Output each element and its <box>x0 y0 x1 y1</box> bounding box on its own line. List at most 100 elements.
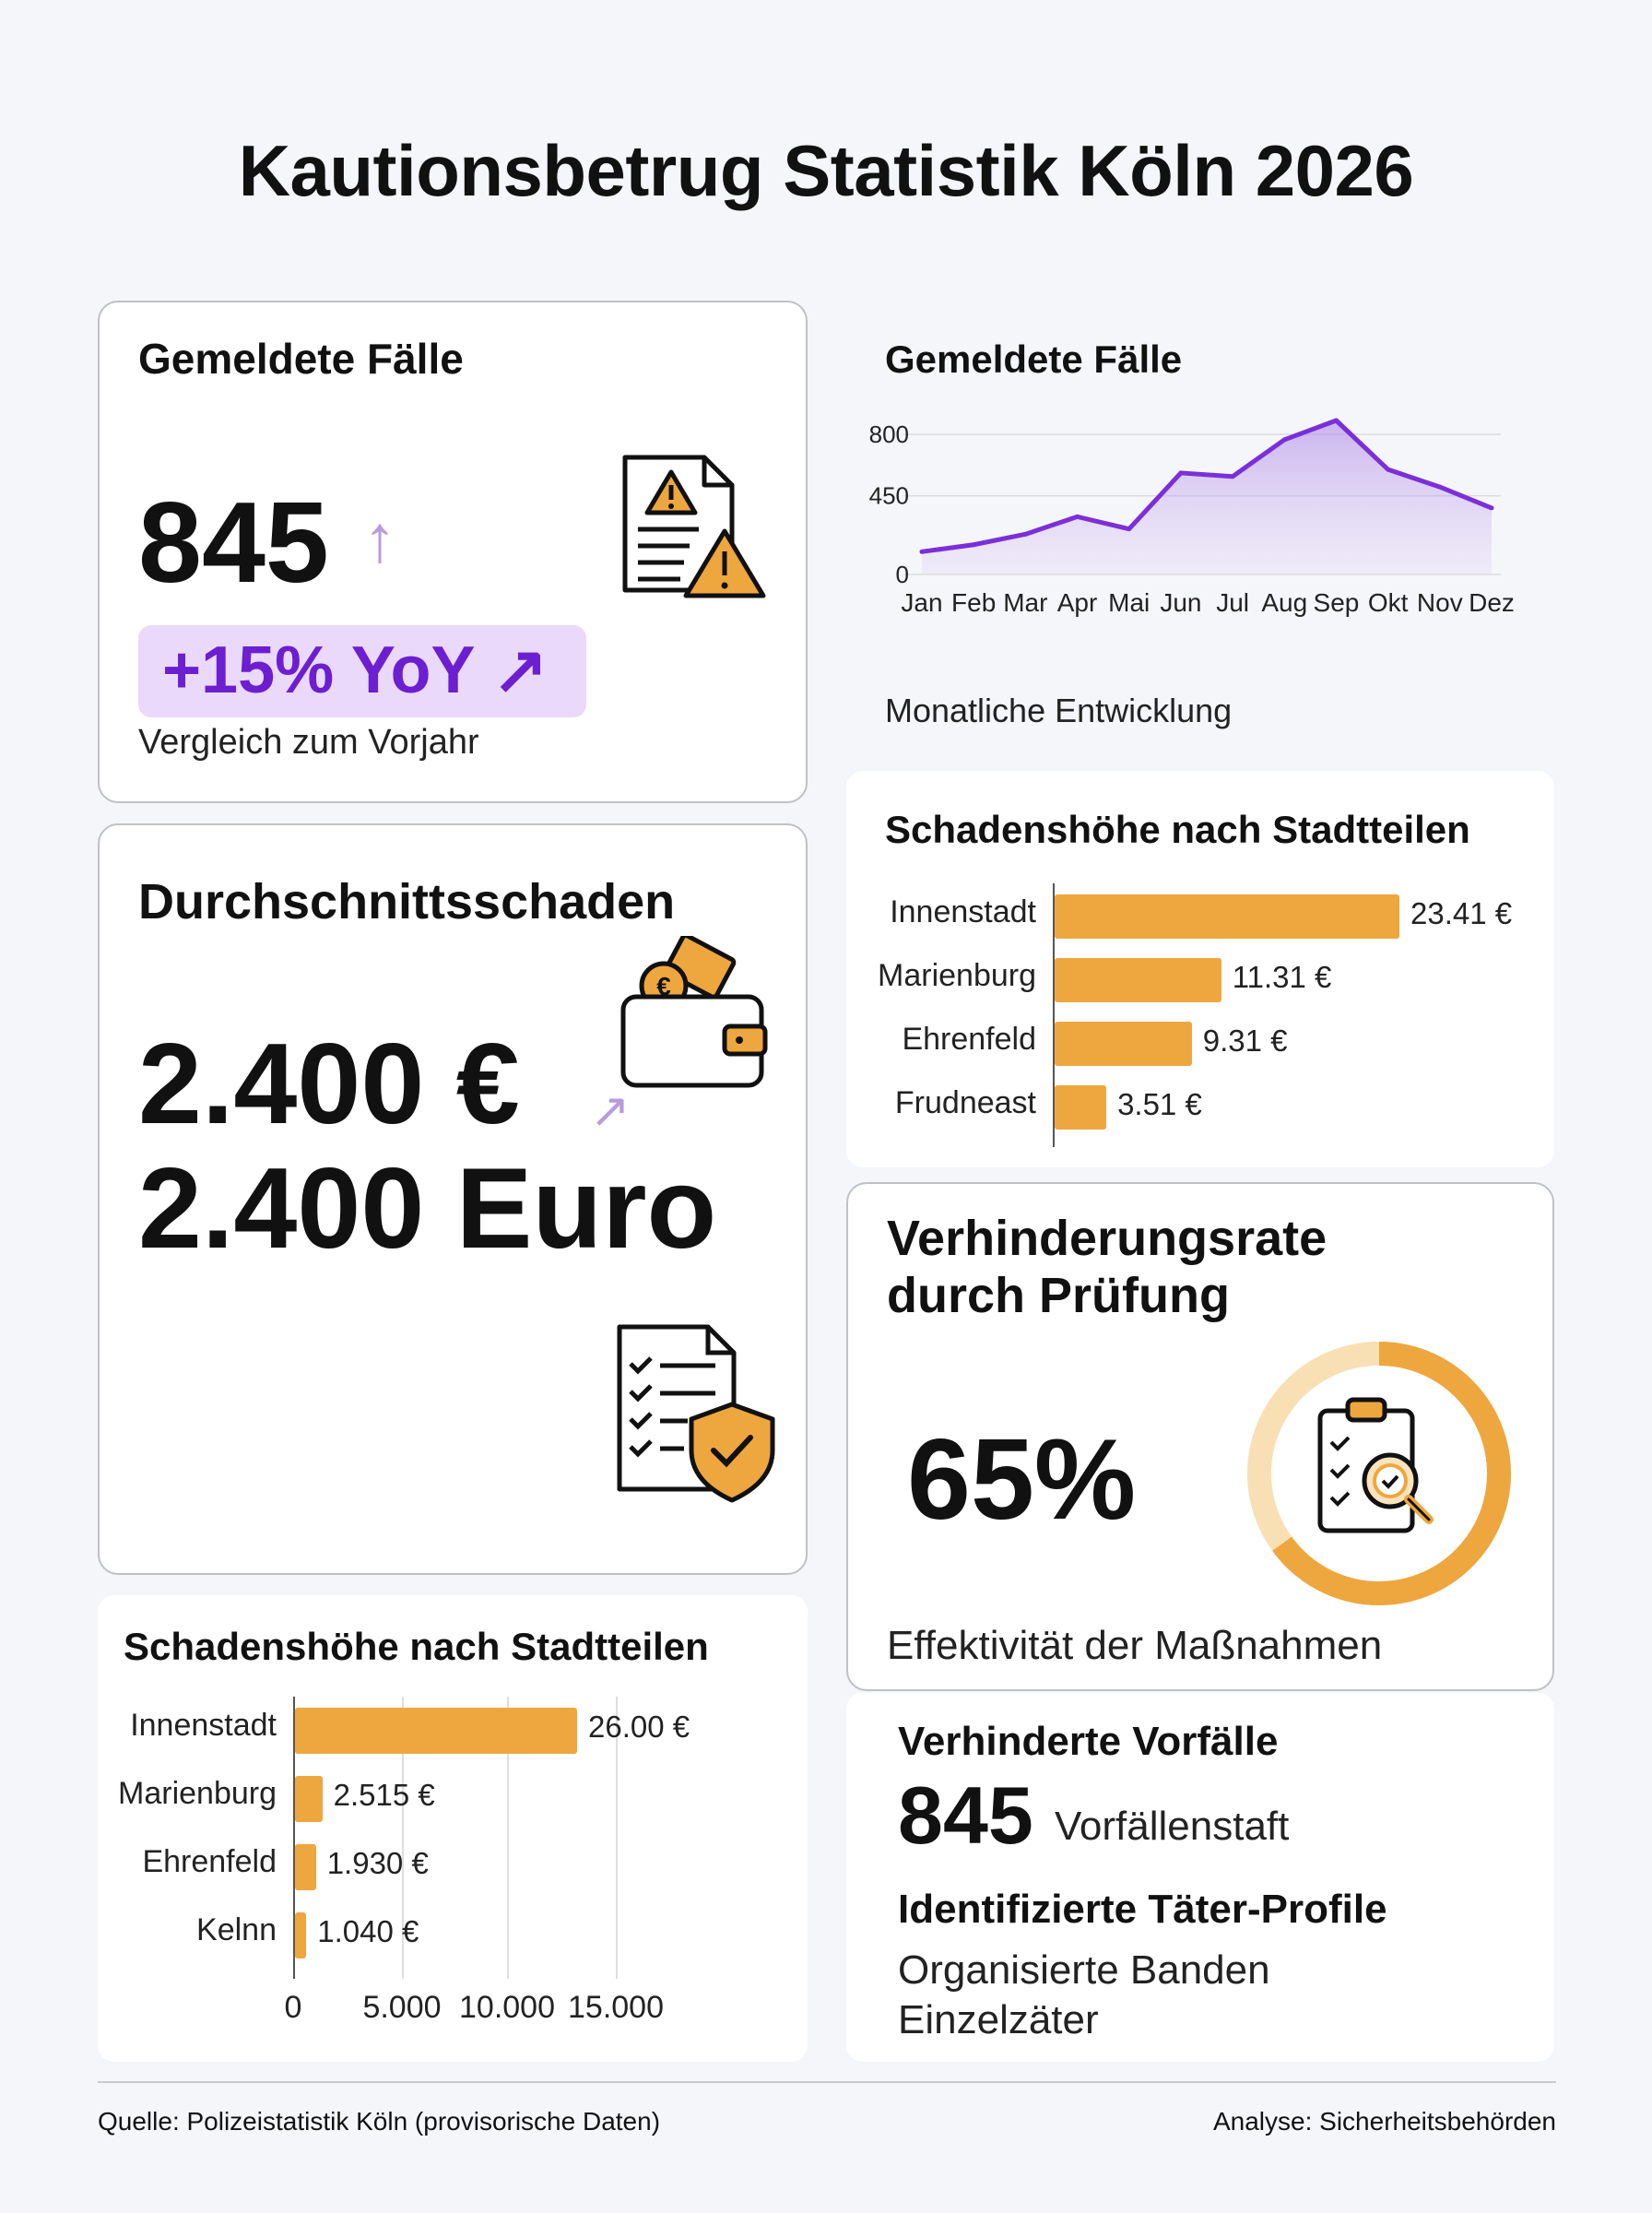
x-tick-label: Jan <box>901 588 942 617</box>
grid-line <box>507 1697 509 1979</box>
bar <box>295 1708 577 1754</box>
prevention-donut <box>1247 1342 1511 1605</box>
profiles-heading: Identifizierte Täter-Profile <box>898 1887 1387 1932</box>
x-tick-label: 0 <box>284 1990 302 2025</box>
line-point <box>1333 418 1339 423</box>
x-tick-label: Nov <box>1417 588 1463 617</box>
diagonal-arrow-icon: ↗ <box>590 1084 631 1138</box>
line-chart-heading: Gemeldete Fälle <box>885 337 1183 381</box>
bar-axis <box>1053 883 1055 1147</box>
bar <box>1055 958 1221 1002</box>
prevented-value: 845 <box>898 1769 1033 1861</box>
bar-category-label: Innenstadt <box>130 1708 277 1743</box>
bar-category-label: Marienburg <box>878 958 1036 993</box>
up-arrow-icon: ↑ <box>363 503 396 576</box>
bar-category-label: Innenstadt <box>890 894 1036 929</box>
line-point <box>1281 437 1287 443</box>
prevented-value-suffix: Vorfällenstaft <box>1055 1804 1290 1849</box>
footer-analysis: Analyse: Sicherheitsbehörden <box>1212 2107 1556 2136</box>
bar-value-label: 1.930 € <box>326 1846 429 1880</box>
profile-item: Organisierte Banden <box>898 1947 1270 1993</box>
line-point <box>971 542 976 548</box>
x-tick-label: Mai <box>1108 588 1150 617</box>
donut-arc <box>1247 1342 1511 1605</box>
footer-source: Quelle: Polizeistatistik Köln (provisori… <box>98 2107 661 2136</box>
x-tick-label: Sep <box>1314 588 1360 617</box>
y-tick-label: 0 <box>896 561 909 588</box>
line-point <box>1386 467 1391 472</box>
x-tick-label: Mar <box>1003 588 1047 617</box>
line-chart-panel: Gemeldete Fälle 800 450 0 Jan Feb Mar Apr Mai Ju… <box>846 301 1556 752</box>
bars-bottom-panel: Schadenshöhe nach Stadtteilen Innenstadt… <box>98 1595 808 2062</box>
prevented-heading: Verhinderte Vorfälle <box>898 1719 1279 1764</box>
bar <box>295 1776 323 1822</box>
wallet-icon: € <box>620 936 768 1088</box>
bar <box>1055 1022 1192 1066</box>
cases-heading: Gemeldete Fälle <box>138 335 464 383</box>
y-tick-label: 800 <box>869 420 909 448</box>
bar-value-label: 1.040 € <box>317 1914 419 1948</box>
grid-line <box>402 1697 404 1979</box>
average-damage-value-eur: 2.400 € <box>138 1021 520 1148</box>
prevention-heading-line1: Verhinderungsrate <box>887 1211 1328 1266</box>
x-tick-label: Aug <box>1261 588 1307 617</box>
line-area <box>922 420 1492 574</box>
bar-value-label: 3.51 € <box>1117 1087 1202 1121</box>
bars-bottom-chart: Innenstadt 26.00 € Marienburg 2.515 € Ehrenf… <box>98 1595 808 2062</box>
line-point <box>1230 474 1235 479</box>
bar-value-label: 11.31 € <box>1232 960 1332 994</box>
line-point <box>1127 527 1132 532</box>
bar-category-label: Frudneast <box>894 1085 1036 1120</box>
average-damage-heading: Durchschnittsschaden <box>138 874 676 929</box>
bar-value-label: 2.515 € <box>333 1778 435 1812</box>
footer-divider <box>98 2081 1556 2083</box>
x-tick-label: Okt <box>1368 588 1409 617</box>
clipboard-magnifier-icon <box>1317 1397 1434 1533</box>
svg-text:€: € <box>656 972 671 1000</box>
bars-top-heading: Schadenshöhe nach Stadtteilen <box>885 808 1470 851</box>
yoy-badge: +15% YoY ↗ <box>138 625 586 717</box>
bars-top-panel: Schadenshöhe nach Stadtteilen Innenstadt… <box>846 771 1554 1167</box>
x-tick-label: Apr <box>1057 588 1098 617</box>
page-title: Kautionsbetrug Statistik Köln 2026 <box>238 130 1414 211</box>
grid-line <box>616 1697 618 1979</box>
x-tick-label: 5.000 <box>362 1990 442 2025</box>
x-tick-label: 10.000 <box>459 1990 555 2025</box>
bar-value-label: 23.41 € <box>1410 896 1513 930</box>
bar <box>295 1912 307 1959</box>
bar-category-label: Kelnn <box>196 1912 277 1947</box>
line-point <box>1437 484 1443 490</box>
x-tick-label: Dez <box>1469 588 1515 617</box>
checklist-shield-icon <box>617 1324 775 1503</box>
bar <box>1055 894 1399 939</box>
bar-category-label: Marienburg <box>118 1776 277 1811</box>
bar-value-label: 26.00 € <box>588 1710 690 1744</box>
bar-axis <box>293 1697 295 1979</box>
x-tick-label: Feb <box>951 588 996 617</box>
prevention-card: Verhinderungsrate durch Prüfung 65% Effe… <box>846 1182 1554 1691</box>
average-damage-value-euro: 2.400 Euro <box>138 1145 717 1272</box>
line-point <box>1022 531 1028 537</box>
x-tick-label: 15.000 <box>568 1990 664 2025</box>
prevention-value: 65% <box>907 1416 1137 1544</box>
y-tick-label: 450 <box>869 482 909 510</box>
bar <box>1055 1085 1107 1130</box>
cases-value: 845 <box>138 479 329 607</box>
profile-item: Einzelzäter <box>898 1997 1099 2042</box>
line-series <box>921 418 1493 554</box>
line-point <box>1075 514 1080 519</box>
prevention-caption: Effektivität der Maßnahmen <box>887 1623 1383 1668</box>
bar-category-label: Ehrenfeld <box>142 1844 277 1879</box>
bar-value-label: 9.31 € <box>1202 1024 1288 1058</box>
cases-card: Gemeldete Fälle 845 ↑ +15% YoY ↗ Verglei… <box>98 301 808 803</box>
bar <box>295 1844 316 1890</box>
line-point <box>919 549 925 554</box>
document-warning-icon <box>622 455 766 598</box>
bars-bottom-heading: Schadenshöhe nach Stadtteilen <box>124 1625 709 1668</box>
x-tick-label: Jun <box>1160 588 1201 617</box>
line-point <box>1489 505 1494 511</box>
line-chart-caption: Monatliche Entwicklung <box>885 692 1233 729</box>
bar-category-label: Ehrenfeld <box>902 1022 1036 1057</box>
prevention-heading-line2: durch Prüfung <box>887 1268 1230 1323</box>
